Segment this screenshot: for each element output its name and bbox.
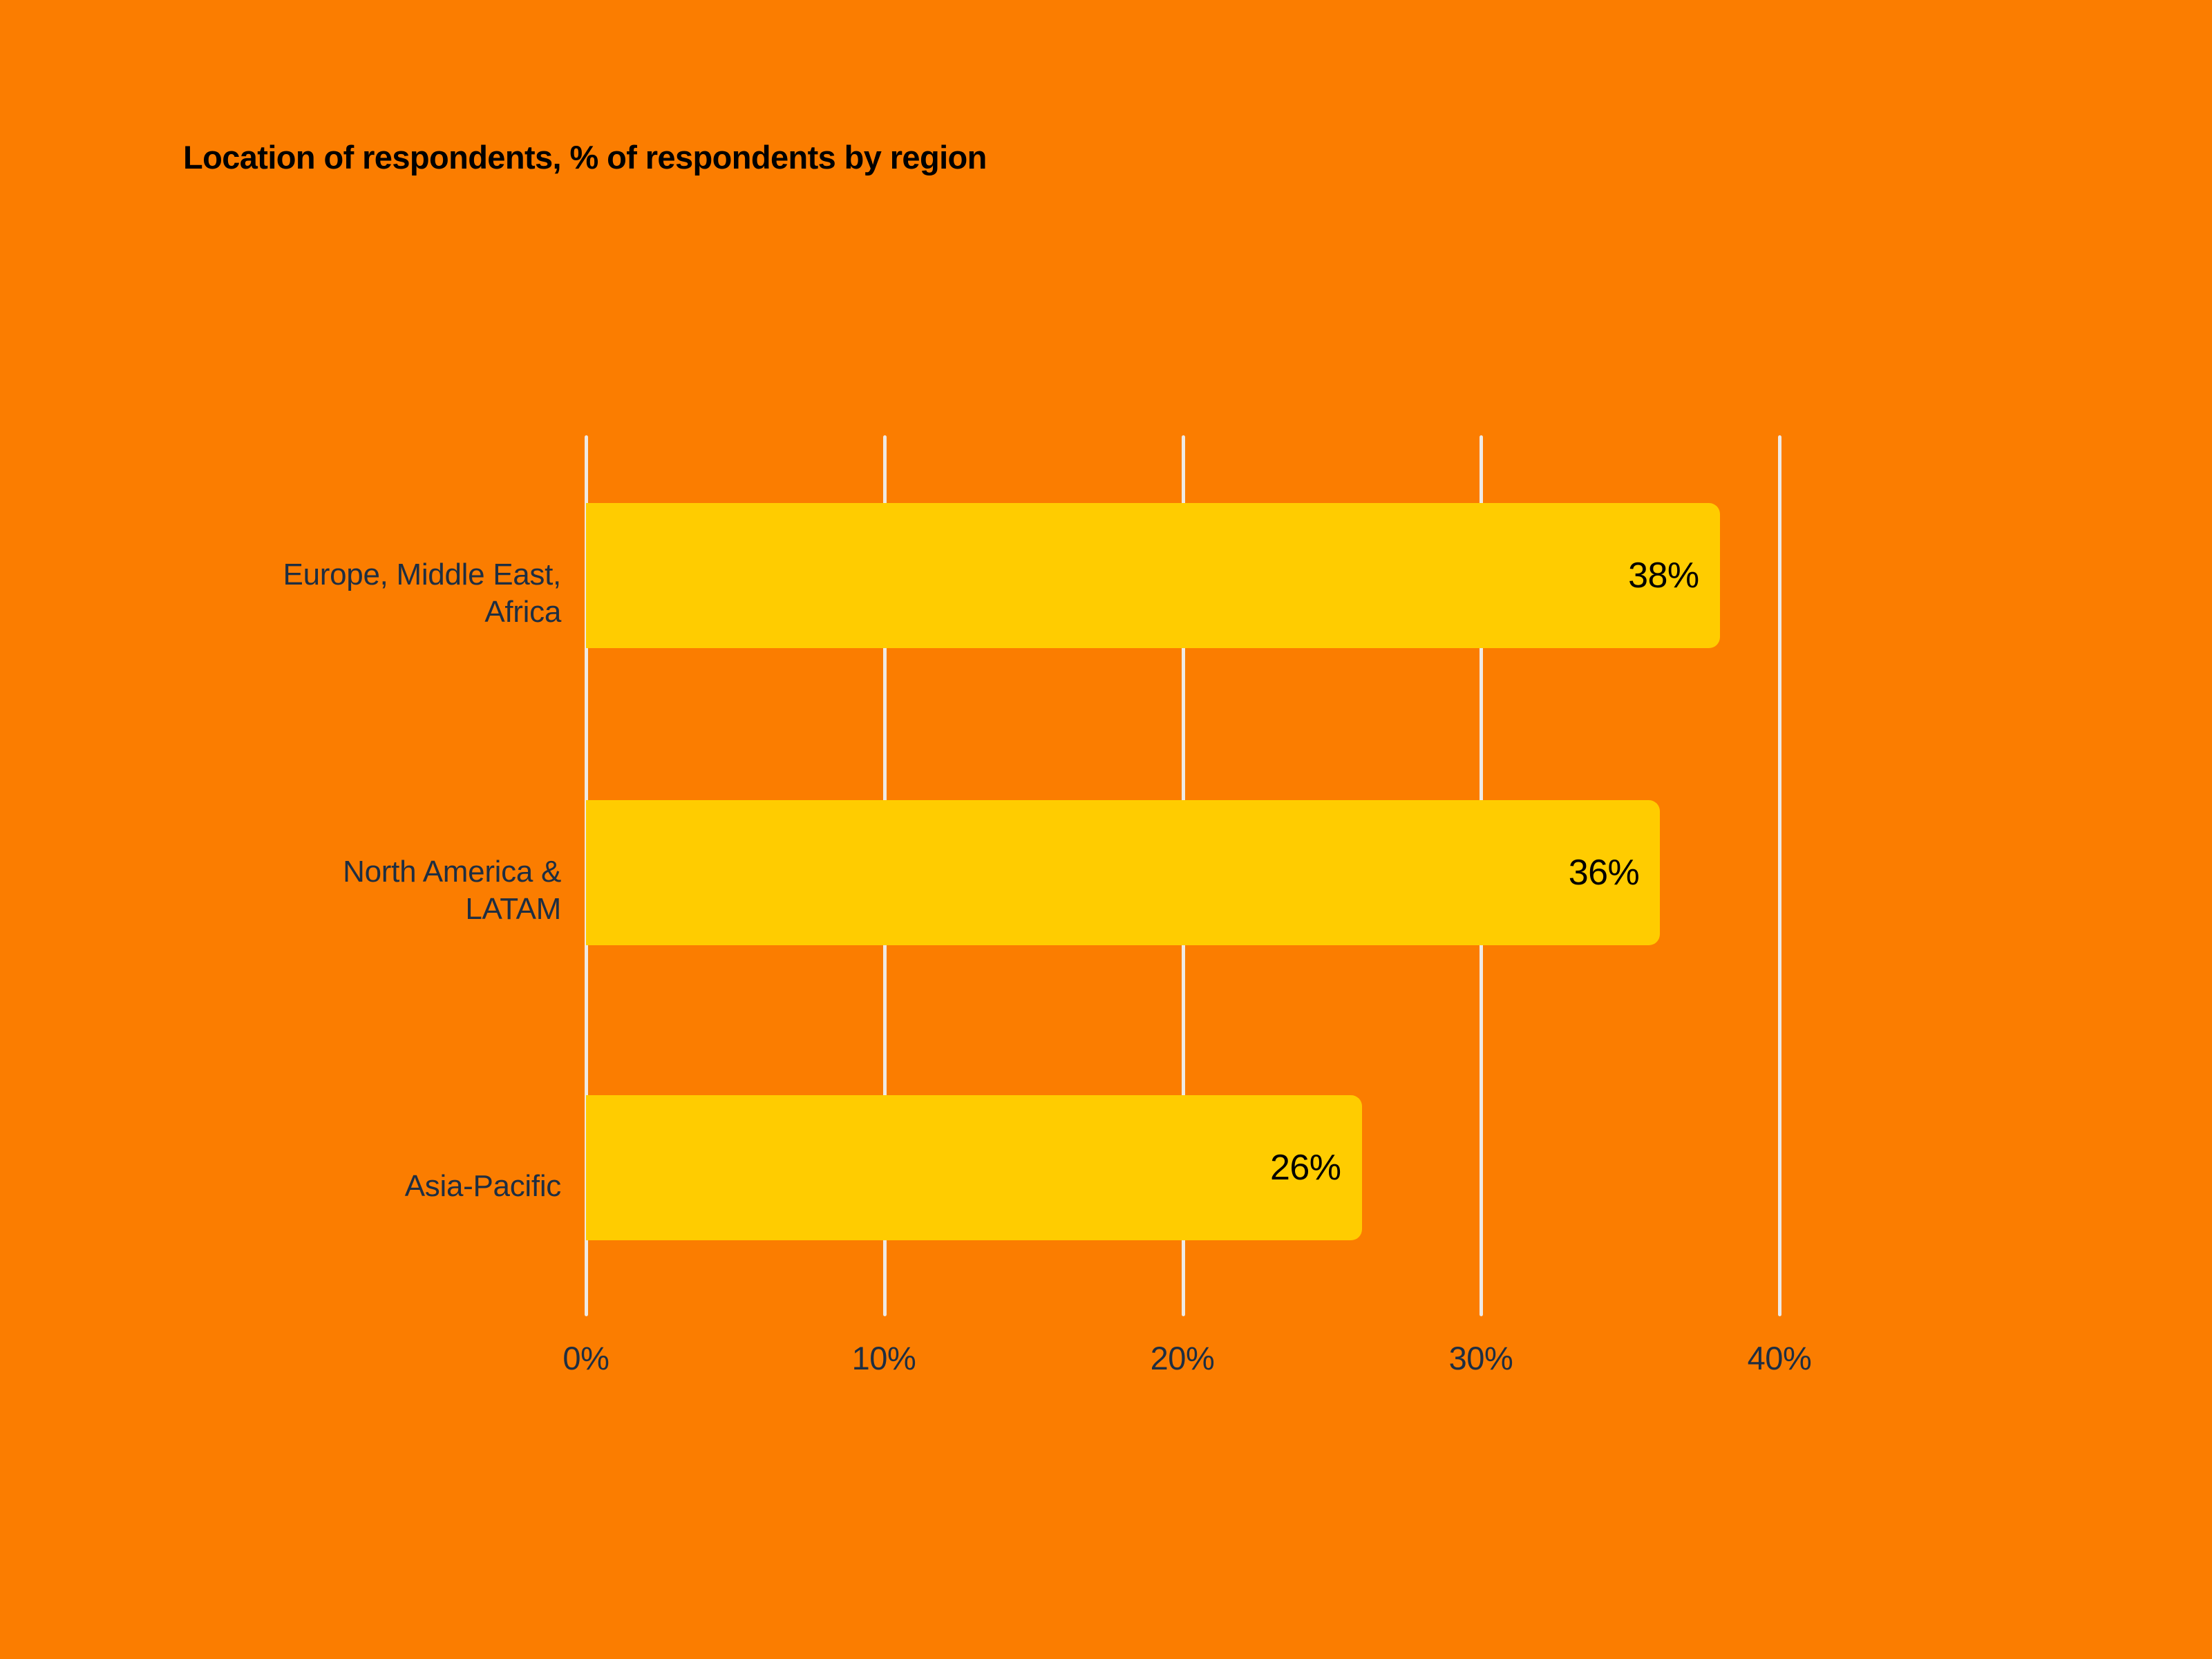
xtick-label-40: 40% <box>1676 1339 1883 1377</box>
xtick-label-0: 0% <box>482 1339 690 1377</box>
xtick-text: 20% <box>1150 1340 1215 1376</box>
category-label-north-america-latam: North America & LATAM <box>0 853 561 927</box>
bar-europe-middle-east-africa[interactable]: 38% <box>586 503 1720 648</box>
category-label-asia-pacific: Asia-Pacific <box>0 1168 562 1205</box>
bar-asia-pacific[interactable]: 26% <box>586 1095 1362 1240</box>
bar-value-label: 36% <box>1568 853 1640 893</box>
bar-value-label: 26% <box>1269 1148 1341 1188</box>
category-label-europe-middle-east-africa: Europe, Middle East, Africa <box>0 556 562 630</box>
xtick-label-30: 30% <box>1377 1339 1585 1377</box>
xtick-label-10: 10% <box>780 1339 987 1377</box>
xtick-text: 30% <box>1448 1340 1513 1376</box>
bar-row: 36% <box>586 800 1779 945</box>
xtick-text: 40% <box>1747 1340 1812 1376</box>
category-label-text: Europe, Middle East, Africa <box>283 558 562 629</box>
bar-value-label: 38% <box>1628 556 1699 596</box>
category-label-text: North America & LATAM <box>343 855 561 926</box>
chart-title: Location of respondents, % of respondent… <box>183 139 987 176</box>
bar-row: 38% <box>586 503 1779 648</box>
plot-area: 38% 36% 26% <box>585 435 1781 1316</box>
xtick-label-20: 20% <box>1079 1339 1286 1377</box>
xtick-text: 10% <box>851 1340 916 1376</box>
xtick-text: 0% <box>563 1340 609 1376</box>
bar-row: 26% <box>586 1095 1779 1240</box>
gridline-40 <box>1778 435 1781 1316</box>
category-label-text: Asia-Pacific <box>404 1169 562 1203</box>
bar-north-america-latam[interactable]: 36% <box>586 800 1661 945</box>
